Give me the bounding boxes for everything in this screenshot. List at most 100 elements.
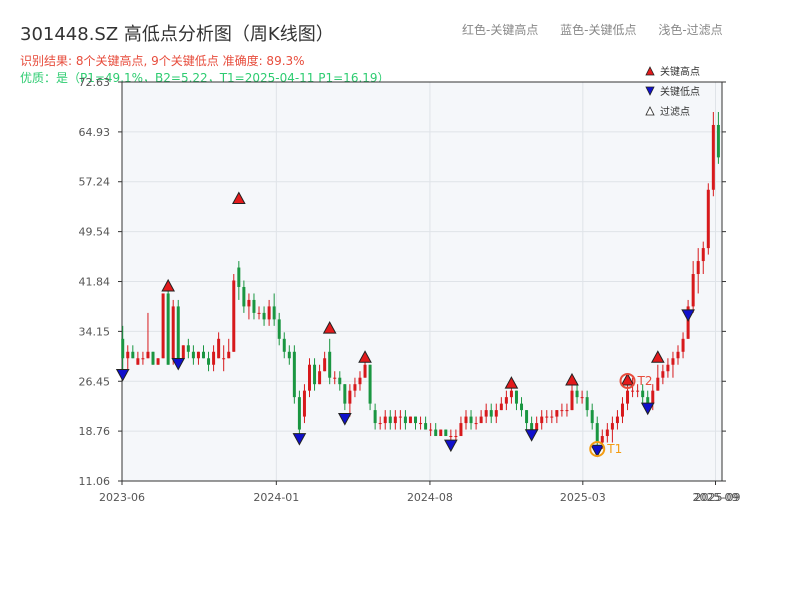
candle-body [171,306,175,359]
legend-low-label: 关键低点 [660,85,700,98]
candle-body [237,267,241,287]
candle-body [681,338,685,352]
candle-body [499,403,503,411]
candle-body [509,390,513,398]
marker-t2-ring [619,372,636,389]
candle-body [716,124,720,158]
y-tick-label: 11.06 [79,475,111,488]
candle-body [287,351,291,359]
candle-body [514,390,518,404]
candle-body [207,358,211,365]
candle-body [141,358,145,360]
candle-body [676,351,680,359]
candle-body [368,364,372,404]
y-tick-label: 26.45 [79,375,111,388]
candle-body [641,390,645,398]
candle-body [176,306,180,359]
candle-body [373,410,377,424]
candle-body [651,390,655,404]
candle-body [363,364,367,378]
candle-body [580,397,584,399]
x-tick-label: 2025-03 [560,491,606,504]
key-high-marker [504,376,519,389]
candle-body [610,423,614,430]
y-tick-label: 64.93 [79,126,111,139]
candle-body [328,351,332,378]
candle-body [181,345,185,359]
y-tick-label: 49.54 [79,226,111,239]
candle-body [565,410,569,412]
candle-body [560,410,564,412]
candle-body [439,429,443,437]
candle-body [151,351,155,365]
candle-body [555,410,559,417]
candle-body [318,371,322,385]
candle-body [282,338,286,352]
candle-body [525,410,529,424]
candle-body [297,397,301,430]
candle-body [550,416,554,418]
candle-body [686,306,690,339]
candle-body [403,416,407,424]
candle-body [358,377,362,385]
x-tick-label: 2023-06 [99,491,145,504]
y-tick-label: 72.63 [79,76,111,89]
candle-body [383,416,387,424]
key-high-marker [161,278,175,292]
candle-body [434,429,438,437]
marker-t1-ring [589,440,606,457]
candle-body [646,397,650,404]
candle-body [449,436,453,438]
candle-body [711,124,715,190]
marker-t2-label: T2 [637,374,653,388]
key-low-marker [640,402,655,416]
candle-body [323,358,327,372]
candle-body [540,416,544,424]
candle-body [126,351,130,359]
legend-low-icon [645,86,655,96]
candle-body [656,377,660,391]
candle-body [575,390,579,398]
color-legend-red: 红色-关键高点 [462,23,539,37]
y-tick-label: 18.76 [79,425,111,438]
candle-body [232,280,236,352]
legend-filtered-label: 过滤点 [660,105,690,118]
candle-body [227,351,231,359]
candle-body [166,293,170,365]
candle-body [691,274,695,307]
candle-body [242,286,246,307]
candle-body [408,416,412,424]
color-legend-blue: 蓝色-关键低点 [560,23,637,37]
x-tick-label: 2025-09 [693,491,739,504]
candle-body [267,306,271,320]
candle-body [469,416,473,424]
candle-body [348,390,352,404]
candle-body [262,312,266,320]
candle-body [661,371,665,378]
key-low-marker [524,429,539,442]
candle-body [489,410,493,417]
candle-body [196,351,200,359]
key-low-marker [681,309,695,322]
candle-body [424,423,428,430]
candle-body [696,261,700,275]
candle-body [308,364,311,391]
x-tick-label: 2024-08 [407,491,453,504]
candle-body [706,189,710,249]
candle-body [535,423,539,430]
candle-body [494,410,498,417]
candle-body [590,410,594,424]
x-tick-label-extra: 2025-09 [695,491,741,504]
candle-body [156,358,160,365]
candle-body [585,397,589,411]
candle-body [545,416,549,418]
candle-body [620,403,624,417]
legend-filtered-icon [645,106,655,116]
candle-body [636,390,640,392]
candle-body [454,436,458,438]
key-high-marker [231,191,246,204]
candle-body [212,351,216,365]
candle-body [222,358,226,360]
color-legend: 红色-关键高点 蓝色-关键低点 浅色-过滤点 [462,21,741,38]
candle-body [201,351,205,359]
